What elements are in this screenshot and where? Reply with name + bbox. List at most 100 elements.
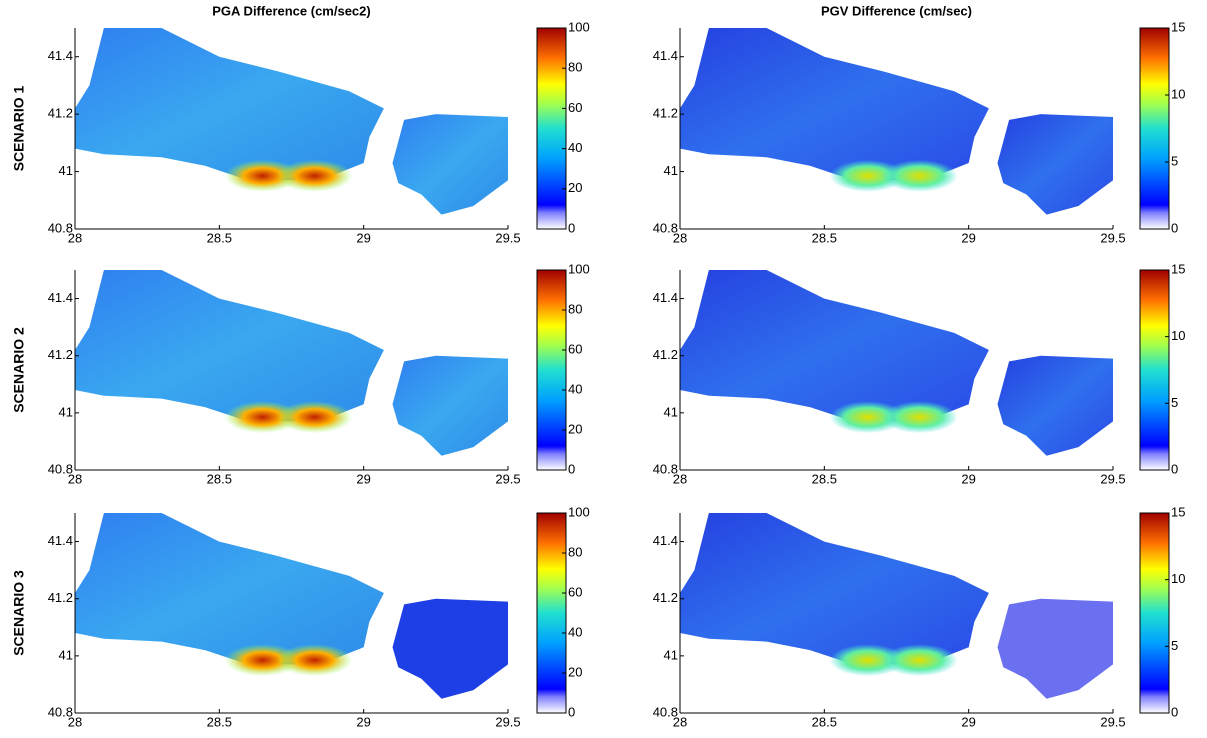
x-tick-label: 28 — [68, 230, 82, 245]
y-tick-label: 40.8 — [653, 461, 678, 476]
y-tick-label: 41.4 — [653, 48, 678, 63]
x-tick-label: 28.5 — [207, 471, 232, 486]
hotspot — [276, 159, 353, 192]
x-tick-label: 29 — [961, 230, 975, 245]
hotspot — [829, 644, 906, 677]
y-tick-label: 40.8 — [48, 220, 73, 235]
land-west — [75, 28, 384, 181]
hotspot — [881, 401, 958, 434]
hotspot — [881, 159, 958, 192]
x-tick-label: 28 — [68, 714, 82, 729]
colorbar — [536, 27, 567, 230]
colorbar-tick-label: 0 — [1171, 461, 1178, 476]
x-tick-label: 28 — [673, 714, 687, 729]
x-tick-label: 28.5 — [812, 471, 837, 486]
y-tick-label: 41.4 — [48, 48, 73, 63]
colorbar-tick-label: 20 — [568, 664, 582, 679]
y-tick-label: 41.2 — [653, 590, 678, 605]
y-tick-label: 41.2 — [48, 590, 73, 605]
y-tick-label: 41.4 — [48, 290, 73, 305]
x-tick-label: 29.5 — [1100, 714, 1125, 729]
y-tick-label: 41.4 — [653, 290, 678, 305]
land-west — [680, 513, 989, 665]
hotspot — [276, 644, 353, 677]
x-tick-label: 28 — [673, 471, 687, 486]
x-tick-label: 28 — [68, 471, 82, 486]
y-tick-label: 41.4 — [48, 533, 73, 548]
hotspot — [276, 401, 353, 434]
x-tick-label: 28 — [673, 230, 687, 245]
y-tick-label: 41.2 — [653, 347, 678, 362]
colorbar-tick-label: 10 — [1171, 328, 1185, 343]
colorbar-tick-label: 40 — [568, 140, 582, 155]
colorbar-tick-label: 5 — [1171, 395, 1178, 410]
land-east — [392, 355, 508, 456]
colorbar-tick-label: 0 — [1171, 704, 1178, 719]
colorbar-tick-label: 10 — [1171, 86, 1185, 101]
colorbar-tick-label: 0 — [568, 704, 575, 719]
y-tick-label: 41.2 — [48, 347, 73, 362]
colorbar-tick-label: 40 — [568, 381, 582, 396]
row-label: SCENARIO 3 — [11, 570, 27, 656]
row-label: SCENARIO 2 — [11, 327, 27, 413]
colorbar — [536, 512, 567, 714]
colorbar-tick-label: 15 — [1171, 261, 1185, 276]
y-tick-label: 41 — [664, 404, 678, 419]
x-tick-label: 28.5 — [207, 714, 232, 729]
colorbar-tick-label: 80 — [568, 301, 582, 316]
colorbar — [536, 269, 567, 471]
row-label: SCENARIO 1 — [11, 86, 27, 172]
hotspot — [829, 401, 906, 434]
land-west — [680, 28, 989, 181]
colorbar-tick-label: 20 — [568, 421, 582, 436]
x-tick-label: 29 — [356, 714, 370, 729]
y-tick-label: 41 — [59, 404, 73, 419]
y-tick-label: 41.2 — [48, 106, 73, 121]
y-tick-label: 40.8 — [48, 461, 73, 476]
colorbar-tick-label: 60 — [568, 100, 582, 115]
colorbar — [1139, 269, 1170, 471]
land-west — [680, 270, 989, 422]
colorbar-tick-label: 0 — [568, 461, 575, 476]
land-west — [75, 513, 384, 665]
colorbar-tick-label: 60 — [568, 341, 582, 356]
x-tick-label: 29.5 — [495, 471, 520, 486]
y-tick-label: 41 — [59, 163, 73, 178]
x-tick-label: 29.5 — [1100, 471, 1125, 486]
y-tick-label: 41 — [664, 647, 678, 662]
y-tick-label: 41.4 — [653, 533, 678, 548]
colorbar-tick-label: 100 — [568, 504, 590, 519]
x-tick-label: 29.5 — [1100, 230, 1125, 245]
land-west — [75, 270, 384, 422]
land-east — [997, 598, 1113, 699]
colorbar — [1139, 27, 1170, 230]
colorbar-tick-label: 20 — [568, 180, 582, 195]
y-tick-label: 40.8 — [653, 220, 678, 235]
y-tick-label: 41 — [664, 163, 678, 178]
colorbar-tick-label: 80 — [568, 544, 582, 559]
colorbar-tick-label: 10 — [1171, 571, 1185, 586]
y-tick-label: 40.8 — [653, 704, 678, 719]
colorbar-tick-label: 80 — [568, 60, 582, 75]
hotspot — [224, 644, 301, 677]
x-tick-label: 28.5 — [812, 714, 837, 729]
hotspot — [829, 159, 906, 192]
panel-title: PGV Difference (cm/sec) — [821, 3, 972, 18]
y-tick-label: 41.2 — [653, 106, 678, 121]
colorbar-tick-label: 15 — [1171, 504, 1185, 519]
colorbar-tick-label: 100 — [568, 261, 590, 276]
land-east — [997, 114, 1113, 215]
colorbar-tick-label: 100 — [568, 19, 590, 34]
colorbar — [1139, 512, 1170, 714]
hotspot — [881, 644, 958, 677]
colorbar-tick-label: 0 — [1171, 220, 1178, 235]
x-tick-label: 29 — [356, 230, 370, 245]
x-tick-label: 29.5 — [495, 230, 520, 245]
colorbar-tick-label: 40 — [568, 624, 582, 639]
hotspot — [224, 159, 301, 192]
colorbar-tick-label: 15 — [1171, 19, 1185, 34]
x-tick-label: 29 — [961, 714, 975, 729]
colorbar-tick-label: 5 — [1171, 153, 1178, 168]
x-tick-label: 29.5 — [495, 714, 520, 729]
